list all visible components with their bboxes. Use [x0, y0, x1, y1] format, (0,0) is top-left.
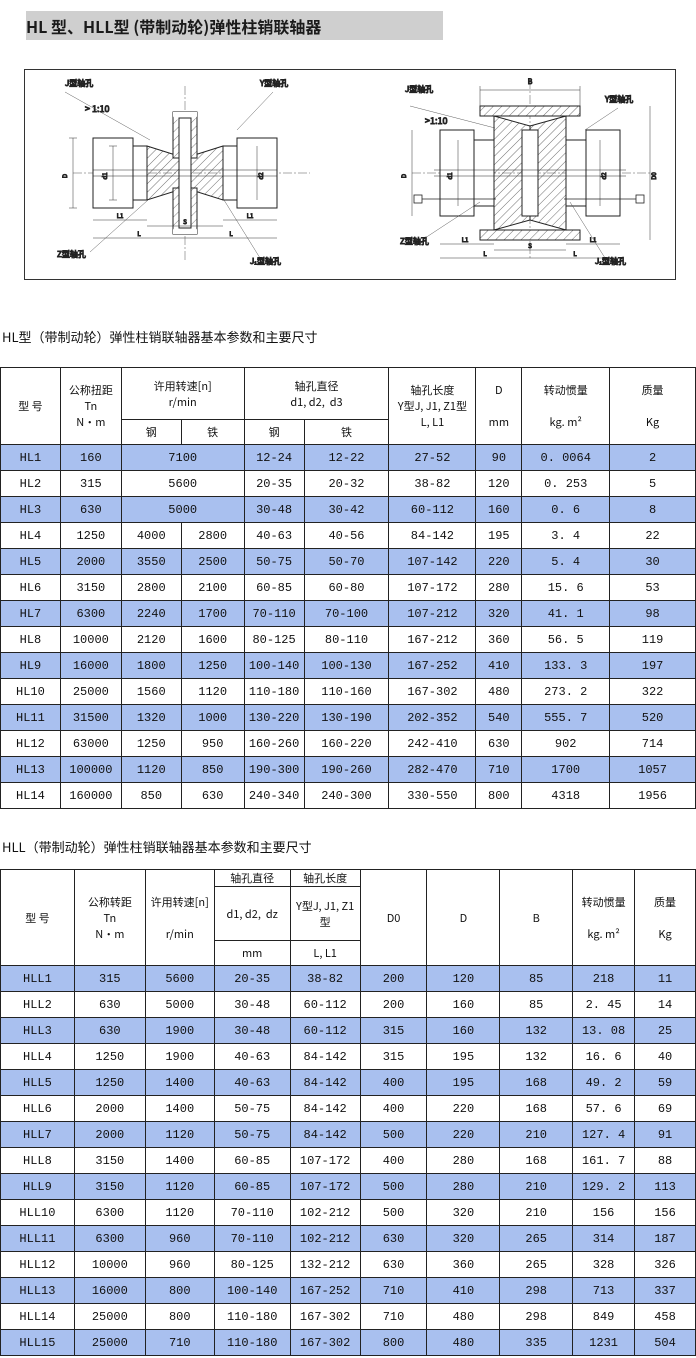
svg-text:Z型轴孔: Z型轴孔: [400, 236, 429, 247]
svg-text:L1: L1: [247, 211, 254, 220]
svg-text:J₁型轴孔: J₁型轴孔: [250, 256, 281, 267]
svg-text:J₁型轴孔: J₁型轴孔: [595, 256, 626, 267]
svg-text:J型轴孔: J型轴孔: [405, 84, 433, 95]
svg-text:D: D: [399, 174, 408, 178]
svg-text:L: L: [573, 249, 577, 258]
svg-text:J型轴孔: J型轴孔: [65, 78, 93, 89]
svg-text:S: S: [183, 217, 187, 226]
svg-text:L1: L1: [117, 211, 124, 220]
svg-text:d1: d1: [100, 172, 109, 179]
svg-text:>1:10: >1:10: [425, 114, 447, 127]
svg-text:Y型轴孔: Y型轴孔: [259, 78, 288, 89]
svg-text:d2: d2: [599, 172, 608, 180]
svg-text:D: D: [60, 174, 69, 178]
svg-text:S: S: [528, 241, 532, 250]
svg-text:L: L: [483, 249, 487, 258]
svg-text:L1: L1: [462, 235, 469, 244]
svg-text:d2: d2: [256, 172, 265, 180]
svg-text:d1: d1: [445, 172, 454, 179]
svg-text:> 1:10: > 1:10: [85, 102, 110, 115]
svg-text:L: L: [137, 229, 141, 238]
svg-text:D0: D0: [649, 172, 658, 180]
svg-text:Y型轴孔: Y型轴孔: [604, 94, 633, 105]
svg-text:Z型轴孔: Z型轴孔: [57, 249, 86, 260]
svg-text:L: L: [229, 229, 233, 238]
svg-text:B: B: [528, 77, 533, 87]
